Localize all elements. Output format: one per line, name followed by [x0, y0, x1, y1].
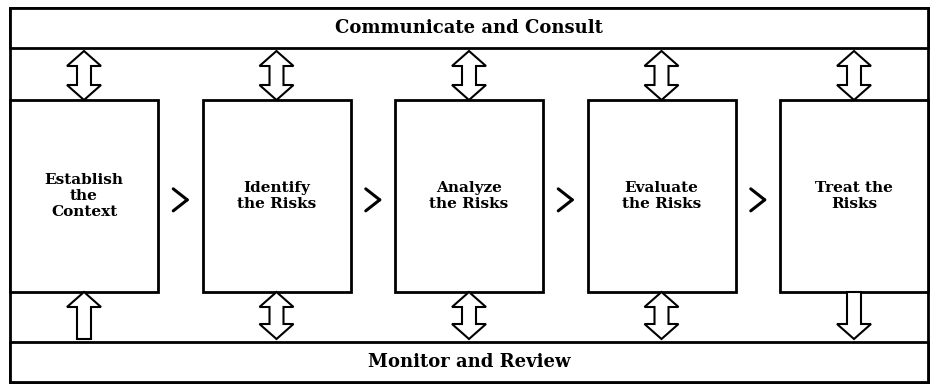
Text: Analyze
the Risks: Analyze the Risks: [430, 181, 508, 211]
Polygon shape: [837, 292, 871, 339]
Bar: [10, 8, 928, 48]
Bar: [587, 100, 735, 292]
Text: Identify
the Risks: Identify the Risks: [237, 181, 316, 211]
Polygon shape: [260, 292, 294, 339]
Polygon shape: [67, 51, 101, 100]
Text: Establish
the
Context: Establish the Context: [44, 173, 124, 219]
Bar: [10, 342, 928, 382]
Bar: [395, 100, 543, 292]
Text: Evaluate
the Risks: Evaluate the Risks: [622, 181, 701, 211]
Polygon shape: [644, 51, 678, 100]
Polygon shape: [67, 292, 101, 339]
Text: Monitor and Review: Monitor and Review: [368, 353, 570, 371]
Bar: [780, 100, 928, 292]
Text: Treat the
Risks: Treat the Risks: [815, 181, 893, 211]
Polygon shape: [452, 51, 486, 100]
Bar: [203, 100, 351, 292]
Bar: [10, 100, 158, 292]
Polygon shape: [452, 292, 486, 339]
Text: Communicate and Consult: Communicate and Consult: [335, 19, 603, 37]
Polygon shape: [837, 51, 871, 100]
Polygon shape: [644, 292, 678, 339]
Polygon shape: [260, 51, 294, 100]
